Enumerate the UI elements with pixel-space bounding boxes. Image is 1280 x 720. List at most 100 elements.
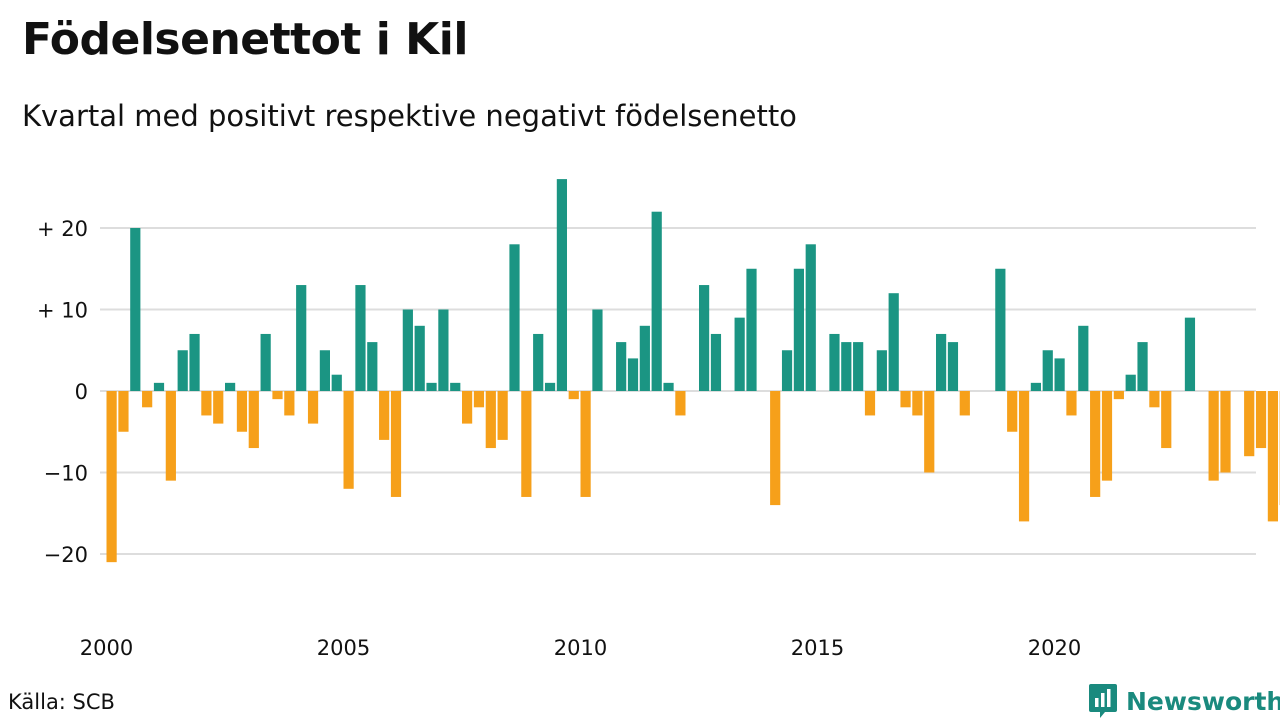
bar-positive [260,333,271,391]
bar-negative [580,391,591,497]
y-tick-label: + 10 [37,299,88,323]
bar-negative [864,391,876,416]
bar-negative [497,391,508,440]
bar-positive [130,228,141,391]
bar-positive [319,350,330,391]
bar-positive [616,342,627,391]
bar-positive [663,382,674,391]
bar-positive [225,382,236,391]
chart-title: Födelsenettot i Kil [22,14,468,65]
bar-positive [805,244,816,391]
bar-positive [367,342,378,391]
bar-positive [153,382,165,391]
bar-negative [1066,391,1077,416]
bar-positive [627,358,639,391]
x-axis-tick-labels: 2000 2005 2010 2015 2020 [80,636,1081,660]
bar-negative [473,391,485,408]
bar-positive [699,285,710,391]
bars [106,179,1280,563]
bar-negative [343,391,354,489]
bar-positive [1125,374,1136,391]
bar-positive [853,342,864,391]
bar-negative [485,391,496,449]
y-tick-label: −10 [44,462,88,486]
bar-negative [521,391,532,497]
bar-negative [201,391,212,416]
bar-negative [900,391,911,408]
x-tick-label: 2020 [1028,636,1081,660]
bar-positive [438,309,449,391]
bar-positive [781,350,793,391]
bar-chart: + 20 + 10 0 −10 −20 2000 2005 2010 2015 2020 [37,179,1280,660]
bar-positive [177,350,188,391]
brand-logo: Newsworthy [1088,683,1280,719]
bar-negative [770,391,781,506]
bar-positive [189,333,200,391]
bar-positive [402,309,413,391]
bar-positive [947,342,959,391]
bar-positive [355,285,366,391]
bar-positive [533,333,544,391]
bar-negative [568,391,579,400]
bar-negative [1267,391,1278,522]
y-tick-label: 0 [75,380,88,404]
bar-negative [213,391,224,424]
bar-negative [1018,391,1030,522]
bar-positive [426,382,437,391]
x-tick-label: 2005 [317,636,370,660]
bar-negative [1220,391,1231,473]
y-axis-tick-labels: + 20 + 10 0 −10 −20 [37,217,88,567]
bar-negative [1149,391,1160,408]
bar-negative [284,391,295,416]
bar-positive [1137,342,1148,391]
bar-positive [876,350,887,391]
bar-negative [1101,391,1113,481]
x-tick-label: 2000 [80,636,133,660]
bar-negative [959,391,970,416]
bar-negative [165,391,176,481]
bar-positive [841,342,852,391]
bar-positive [651,211,662,391]
bar-chart-speech-icon [1089,684,1117,718]
bar-negative [248,391,259,449]
bar-positive [639,325,650,391]
x-tick-label: 2015 [791,636,844,660]
bar-negative [1161,391,1172,449]
bar-negative [1090,391,1101,497]
bar-positive [746,268,757,391]
source-note: Källa: SCB [8,690,115,714]
bar-negative [1244,391,1255,457]
bar-positive [592,309,603,391]
bar-negative [272,391,283,400]
bar-negative [462,391,473,424]
bar-negative [106,391,117,563]
bar-negative [912,391,923,416]
bar-negative [1255,391,1267,449]
bar-positive [1030,382,1041,391]
bar-positive [331,374,342,391]
bar-positive [414,325,425,391]
bar-positive [793,268,804,391]
bar-positive [734,317,745,391]
bar-positive [450,382,461,391]
bar-negative [307,391,319,424]
bar-positive [296,285,307,391]
bar-negative [1208,391,1219,481]
bar-positive [1078,325,1089,391]
bar-negative [675,391,686,416]
bar-negative [118,391,129,432]
brand-name: Newsworthy [1126,686,1280,716]
bar-positive [544,382,556,391]
bar-negative [390,391,402,497]
bar-positive [1042,350,1053,391]
bar-positive [710,333,722,391]
bar-positive [556,179,567,391]
x-tick-label: 2010 [554,636,607,660]
bar-negative [924,391,935,473]
bar-negative [142,391,153,408]
bar-positive [1184,317,1196,391]
bar-positive [995,268,1006,391]
y-tick-label: −20 [44,543,88,567]
bar-negative [1113,391,1124,400]
bar-positive [1054,358,1065,391]
